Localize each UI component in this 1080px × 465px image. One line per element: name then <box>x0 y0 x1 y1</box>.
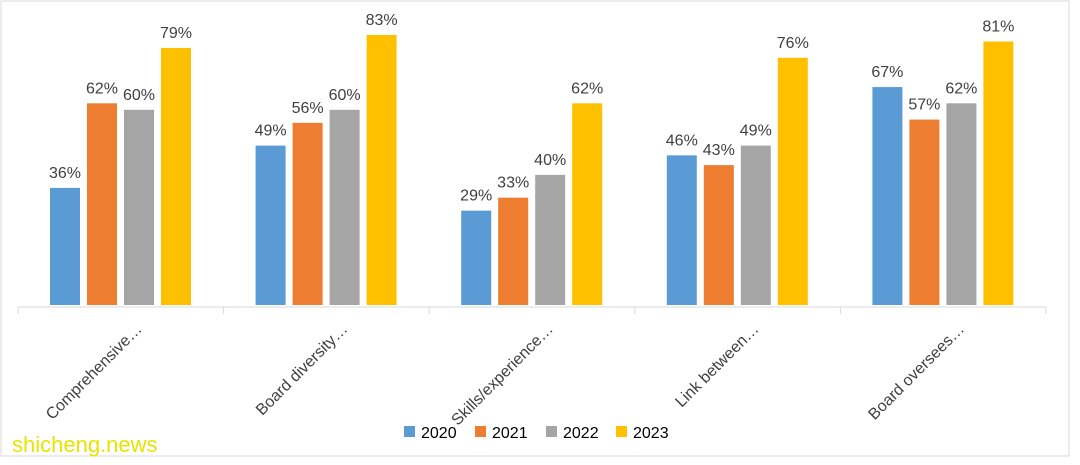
watermark-text: shicheng.news <box>12 432 158 457</box>
data-label-2023-2: 83% <box>366 12 398 29</box>
data-label-2022-4: 49% <box>740 123 772 140</box>
bar-2021-5 <box>909 119 940 306</box>
data-label-2021-3: 33% <box>497 175 529 192</box>
bar-2022-5 <box>946 103 977 305</box>
data-label-2023-1: 79% <box>160 25 192 42</box>
legend-swatch-2020 <box>404 426 415 437</box>
data-label-2020-4: 46% <box>666 132 698 149</box>
legend: 2020 2021 2022 2023 <box>404 425 669 442</box>
bar-2022-1 <box>124 109 154 305</box>
legend-label-2021: 2021 <box>492 425 528 442</box>
data-label-2023-4: 76% <box>777 35 809 52</box>
data-label-2021-4: 43% <box>703 142 735 159</box>
data-label-2021-1: 62% <box>86 80 118 97</box>
data-label-2022-5: 62% <box>945 80 977 97</box>
data-label-2020-3: 29% <box>460 188 492 205</box>
bar-2020-3 <box>461 210 492 305</box>
bars <box>50 35 1014 306</box>
data-labels: 36% 62% 60% 79% 49% 56% 60% 83% 29% 33% 40% 62% 46% 4… <box>49 12 1014 205</box>
legend-label-2022: 2022 <box>563 425 599 442</box>
data-label-2020-1: 36% <box>49 165 81 182</box>
bar-2023-2 <box>366 35 397 305</box>
legend-swatch-2021 <box>475 426 486 437</box>
data-label-2023-5: 81% <box>982 19 1014 36</box>
data-label-2023-3: 62% <box>571 80 603 97</box>
bar-2020-4 <box>666 155 697 305</box>
bar-2023-5 <box>983 41 1014 306</box>
data-label-2021-5: 57% <box>908 97 940 114</box>
legend-label-2020: 2020 <box>421 425 457 442</box>
bar-2021-3 <box>498 197 529 305</box>
bar-2023-3 <box>572 103 603 305</box>
bar-2021-2 <box>292 122 323 305</box>
legend-swatch-2022 <box>546 426 557 437</box>
bar-2023-4 <box>777 57 808 305</box>
legend-swatch-2023 <box>616 426 627 437</box>
data-label-2020-2: 49% <box>255 123 287 140</box>
bar-2021-4 <box>703 165 734 305</box>
data-label-2022-3: 40% <box>534 152 566 169</box>
legend-label-2023: 2023 <box>633 425 669 442</box>
data-label-2020-5: 67% <box>871 64 903 81</box>
bar-2021-1 <box>87 103 117 305</box>
bar-2022-2 <box>329 109 360 305</box>
bar-2023-1 <box>161 48 191 305</box>
data-label-2021-2: 56% <box>292 100 324 117</box>
bar-2020-1 <box>50 187 80 305</box>
bar-2020-2 <box>255 145 286 305</box>
bar-2022-4 <box>740 145 771 305</box>
data-label-2022-2: 60% <box>329 87 361 104</box>
bar-2020-5 <box>872 87 903 306</box>
axis-ticks <box>17 307 1047 314</box>
bar-2022-3 <box>535 174 566 305</box>
data-label-2022-1: 60% <box>123 87 155 104</box>
